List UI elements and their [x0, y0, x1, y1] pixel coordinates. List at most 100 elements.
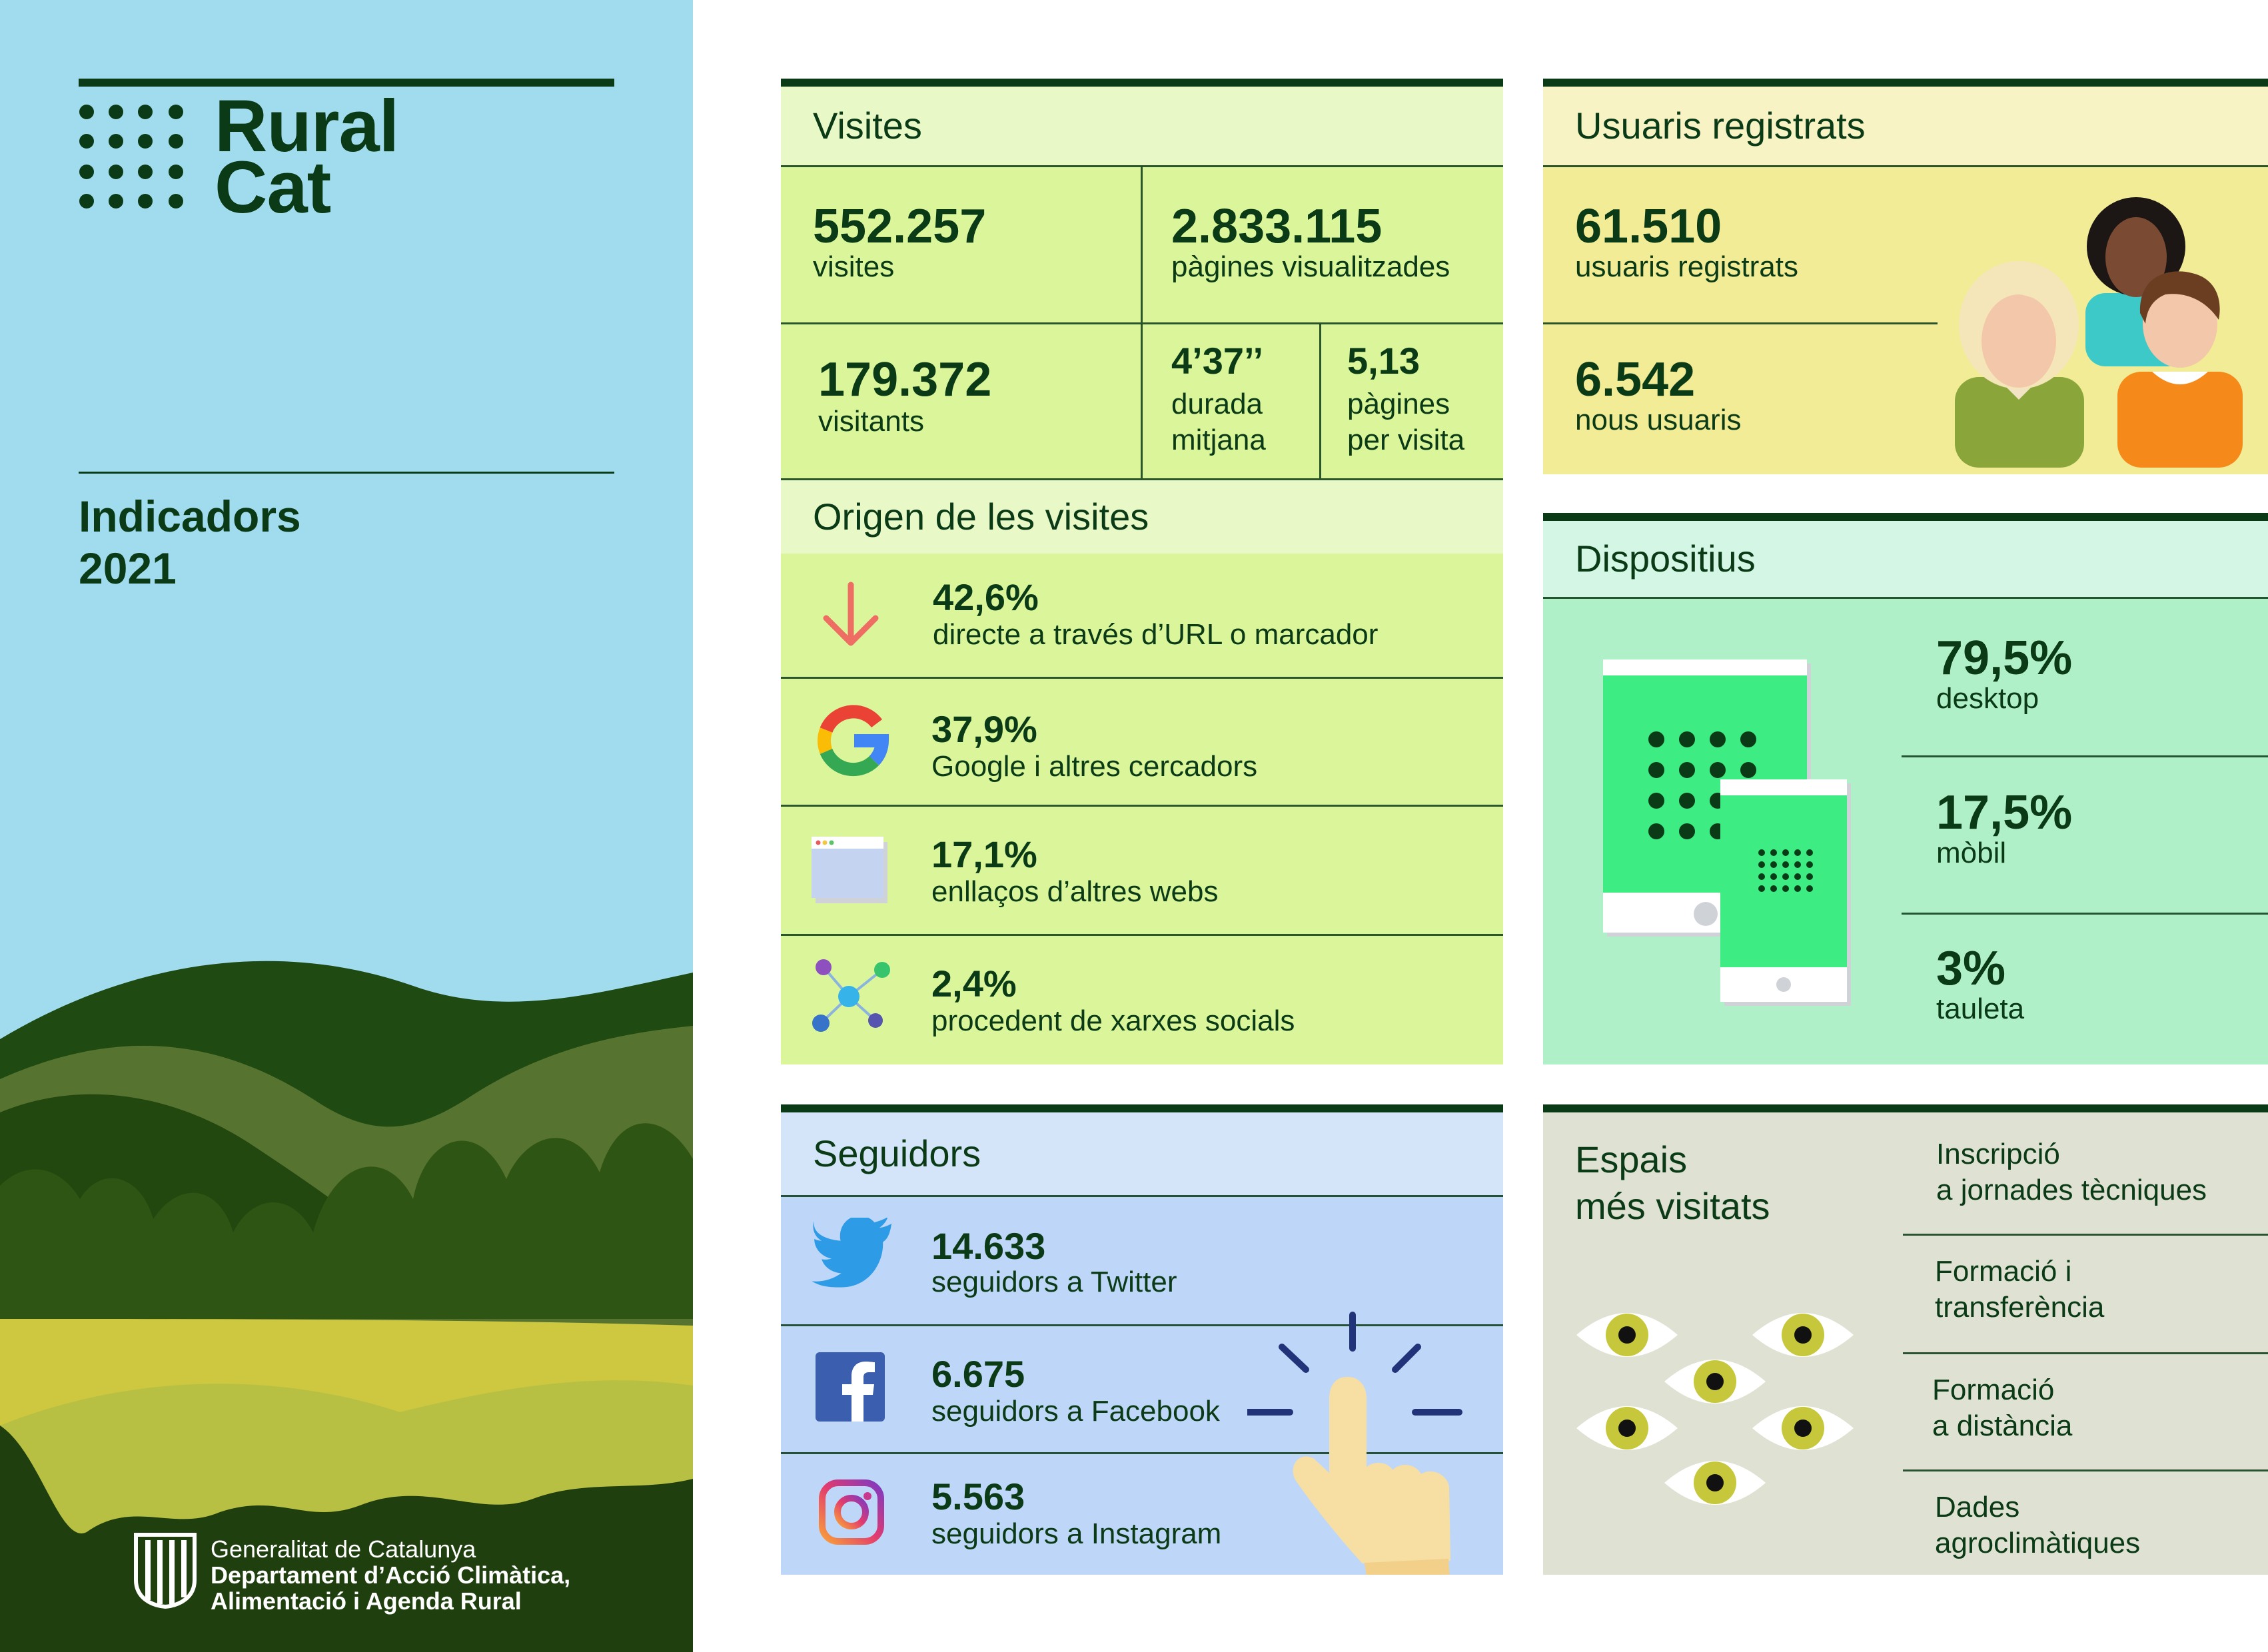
dispositius-title: Dispositius — [1575, 538, 1756, 580]
pages-per-visit-label-line1: pàgines — [1347, 388, 1450, 420]
visitors-value: 179.372 — [818, 353, 992, 406]
espais-title-line1: Espais — [1575, 1138, 1688, 1180]
page-title-line1: Indicadors — [79, 492, 301, 541]
devices-icon — [1603, 659, 1851, 1006]
divider — [781, 1195, 1503, 1197]
divider — [781, 1324, 1503, 1326]
origen-google-label: Google i altres cercadors — [931, 750, 1258, 783]
instagram-followers-value: 5.563 — [931, 1475, 1025, 1517]
desktop-share-value: 79,5% — [1936, 631, 2073, 685]
espai-item-line2: agroclimàtiques — [1935, 1527, 2141, 1559]
origen-social-value: 2,4% — [931, 963, 1017, 1005]
origen-social-label: procedent de xarxes socials — [931, 1005, 1295, 1037]
registered-users-value: 61.510 — [1575, 200, 1722, 253]
seguidors-title: Seguidors — [813, 1132, 981, 1174]
usuaris-panel: Usuaris registrats 61.510 usuaris regist… — [1543, 79, 2268, 474]
government-line1: Generalitat de Catalunya — [211, 1535, 476, 1563]
pages-label: pàgines visualitzades — [1171, 250, 1450, 283]
twitter-icon — [812, 1218, 892, 1288]
dispositius-header: Dispositius — [1543, 521, 2268, 597]
divider — [1141, 324, 1143, 478]
pages-per-visit-label-line2: per visita — [1347, 424, 1465, 456]
government-line2: Departament d’Acció Climàtica, — [211, 1561, 571, 1589]
users-group-icon — [1955, 197, 2243, 468]
divider — [781, 934, 1503, 936]
seguidors-header: Seguidors — [781, 1112, 1503, 1195]
usuaris-title: Usuaris registrats — [1575, 105, 1866, 147]
espai-item-line2: a jornades tècniques — [1936, 1174, 2207, 1206]
origen-google-value: 37,9% — [931, 708, 1037, 750]
espai-item: Formació i transferència — [1935, 1254, 2104, 1326]
facebook-followers-value: 6.675 — [931, 1353, 1025, 1395]
divider — [781, 1452, 1503, 1454]
new-users-label: nous usuaris — [1575, 404, 1742, 436]
espai-item-line2: transferència — [1935, 1291, 2105, 1324]
divider — [781, 165, 1503, 167]
facebook-followers-label: seguidors a Facebook — [931, 1395, 1220, 1428]
sidebar-divider — [79, 472, 614, 474]
origen-links-value: 17,1% — [931, 833, 1037, 875]
brand-name: Rural Cat — [215, 85, 399, 228]
brand-name-line2: Cat — [215, 147, 331, 228]
espai-item-line1: Formació — [1932, 1374, 2055, 1406]
espais-panel: Espais més visitats Inscripció a jornade… — [1543, 1104, 2268, 1575]
brand-name-line1: Rural — [215, 85, 399, 167]
divider — [781, 478, 1503, 480]
brand-top-rule — [79, 79, 614, 87]
divider — [1543, 322, 1938, 324]
espai-item: Dades agroclimàtiques — [1935, 1489, 2140, 1561]
duration-label-line2: mitjana — [1171, 424, 1266, 456]
tablet-share-value: 3% — [1936, 942, 2006, 995]
hand-click-icon — [1247, 1312, 1462, 1575]
visitors-label: visitants — [818, 405, 924, 438]
google-icon — [818, 705, 889, 777]
facebook-icon — [816, 1352, 885, 1422]
instagram-icon — [819, 1479, 884, 1545]
duration-value: 4’37’’ — [1171, 340, 1264, 382]
page-title: Indicadors 2021 — [79, 490, 301, 594]
origen-header: Origen de les visites — [781, 480, 1503, 554]
divider — [1141, 167, 1143, 322]
twitter-followers-value: 14.633 — [931, 1225, 1046, 1267]
visits-label: visites — [813, 250, 895, 283]
espai-item-line2: a distància — [1932, 1410, 2073, 1442]
pages-per-visit-value: 5,13 — [1347, 340, 1420, 382]
espais-title-line2: més visitats — [1575, 1185, 1770, 1227]
mobile-share-value: 17,5% — [1936, 786, 2073, 839]
visites-title: Visites — [813, 105, 922, 147]
dispositius-panel: Dispositius 79,5% desktop 17,5% mòbil 3%… — [1543, 513, 2268, 1064]
espais-title: Espais més visitats — [1575, 1136, 1770, 1230]
visites-panel: Visites 552.257 visites 2.833.115 pàgine… — [781, 79, 1503, 1064]
divider — [1319, 324, 1321, 478]
browser-window-icon — [812, 837, 887, 903]
divider — [781, 677, 1503, 679]
registered-users-label: usuaris registrats — [1575, 250, 1799, 283]
social-network-icon — [812, 959, 890, 1032]
twitter-followers-label: seguidors a Twitter — [931, 1266, 1177, 1298]
new-users-value: 6.542 — [1575, 353, 1696, 406]
government-credit: Generalitat de Catalunya Departament d’A… — [211, 1536, 570, 1614]
divider — [1903, 1234, 2268, 1236]
divider — [1902, 755, 2268, 757]
origen-direct-label: directe a través d’URL o marcador — [933, 618, 1379, 651]
usuaris-header: Usuaris registrats — [1543, 87, 2268, 165]
tablet-share-label: tauleta — [1936, 993, 2025, 1025]
origen-links-label: enllaços d’altres webs — [931, 875, 1219, 908]
divider — [1543, 597, 2268, 599]
desktop-share-label: desktop — [1936, 682, 2039, 715]
ruralcat-logo-dots-icon — [79, 105, 183, 208]
divider — [1543, 165, 2268, 167]
divider — [1902, 913, 2268, 915]
arrow-down-icon — [823, 582, 879, 646]
divider — [1903, 1469, 2268, 1471]
espai-item-line1: Inscripció — [1936, 1138, 2060, 1170]
origen-title: Origen de les visites — [813, 496, 1149, 538]
divider — [781, 805, 1503, 807]
espai-item: Inscripció a jornades tècniques — [1936, 1136, 2207, 1208]
divider — [1903, 1352, 2268, 1354]
visites-header: Visites — [781, 87, 1503, 165]
visits-value: 552.257 — [813, 200, 987, 253]
eyes-icon — [1576, 1313, 1854, 1505]
pages-value: 2.833.115 — [1171, 200, 1383, 253]
espai-item-line1: Formació i — [1935, 1255, 2072, 1288]
